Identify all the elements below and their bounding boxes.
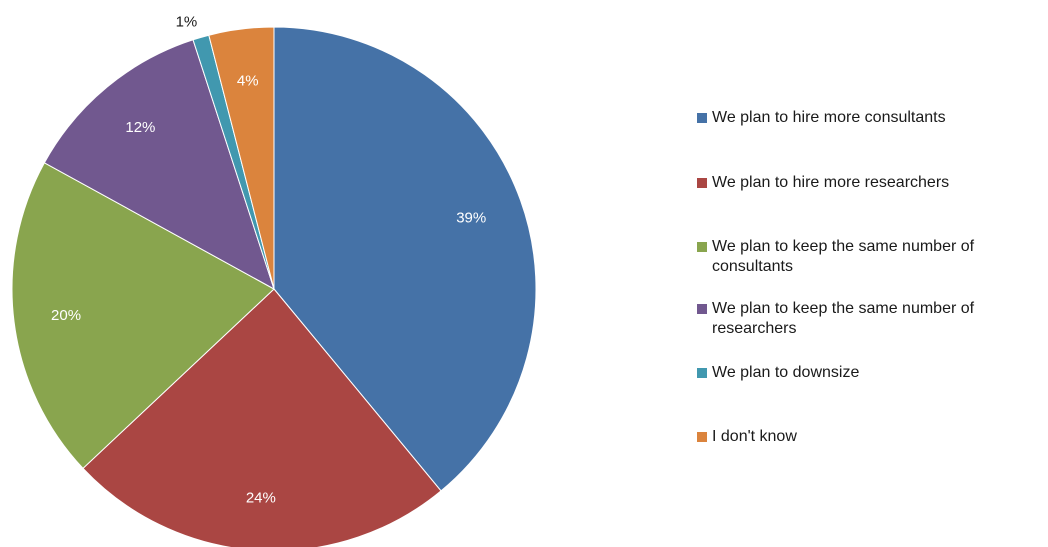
legend-swatch-keep-consultants [697, 242, 707, 252]
legend-label-dont-know: I don't know [712, 428, 797, 445]
legend-label-keep-consultants: We plan to keep the same number of consu… [712, 238, 975, 275]
data-label-keep-researchers: 12% [125, 119, 155, 136]
pie-slice-hire-consultants [273, 26, 537, 492]
legend-label-hire-consultants: We plan to hire more consultants [712, 109, 946, 126]
legend-item-keep-researchers: We plan to keep the same number of resea… [697, 299, 1042, 339]
data-label-dont-know: 4% [237, 73, 259, 90]
pie-slices [11, 26, 537, 547]
data-label-keep-consultants: 20% [51, 307, 81, 324]
legend-item-hire-consultants: We plan to hire more consultants [697, 108, 1042, 128]
legend-swatch-hire-researchers [697, 178, 707, 188]
legend-item-downsize: We plan to downsize [697, 363, 1042, 383]
pie-slice-dont-know [208, 26, 275, 290]
legend-swatch-downsize [697, 368, 707, 378]
pie-slice-keep-researchers [43, 39, 275, 291]
legend-swatch-dont-know [697, 432, 707, 442]
legend-label-downsize: We plan to downsize [712, 364, 860, 381]
legend-item-keep-consultants: We plan to keep the same number of consu… [697, 237, 1042, 277]
legend-label-hire-researchers: We plan to hire more researchers [712, 174, 950, 191]
legend-label-keep-researchers: We plan to keep the same number of resea… [712, 300, 975, 337]
data-label-hire-researchers: 24% [246, 490, 276, 507]
legend-item-hire-researchers: We plan to hire more researchers [697, 173, 1042, 193]
legend-swatch-hire-consultants [697, 113, 707, 123]
pie-slice-keep-consultants [11, 162, 275, 470]
legend-item-dont-know: I don't know [697, 427, 1042, 447]
data-label-downsize: 1% [176, 14, 198, 31]
pie-slice-hire-researchers [82, 288, 442, 547]
pie-labels: 39% 24% 20% 12% 1% 4% [51, 14, 486, 507]
legend-swatch-keep-researchers [697, 304, 707, 314]
data-label-hire-consultants: 39% [456, 210, 486, 227]
